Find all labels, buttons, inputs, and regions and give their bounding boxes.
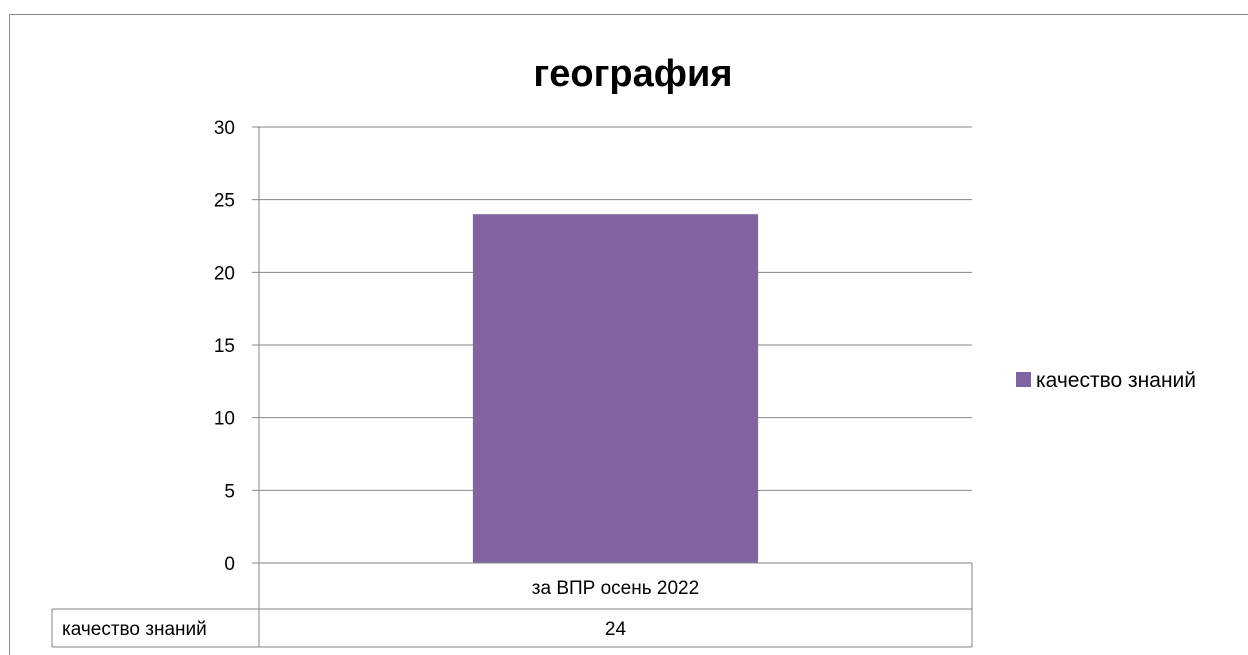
legend-swatch [1016,372,1031,387]
chart-frame [9,14,1248,655]
y-tick-label: 15 [214,336,235,357]
legend: качество знаний [1016,369,1196,392]
table-value: 24 [605,619,627,640]
table-row-label: качество знаний [62,619,207,640]
y-tick-label: 20 [214,263,235,284]
y-tick-label: 30 [214,118,235,139]
y-axis-ticks: 0 5 10 15 20 25 30 [214,118,259,575]
chart-title: география [533,53,732,95]
data-table: за ВПР осень 2022 качество знаний 24 [51,563,973,648]
y-tick-label: 5 [224,481,235,502]
legend-label: качество знаний [1036,369,1196,392]
bars [472,214,759,563]
y-tick-label: 0 [224,554,235,575]
axes [258,127,972,564]
x-category-label: за ВПР осень 2022 [532,578,699,599]
y-tick-label: 10 [214,409,235,430]
bar [472,214,759,563]
y-tick-label: 25 [214,191,235,212]
